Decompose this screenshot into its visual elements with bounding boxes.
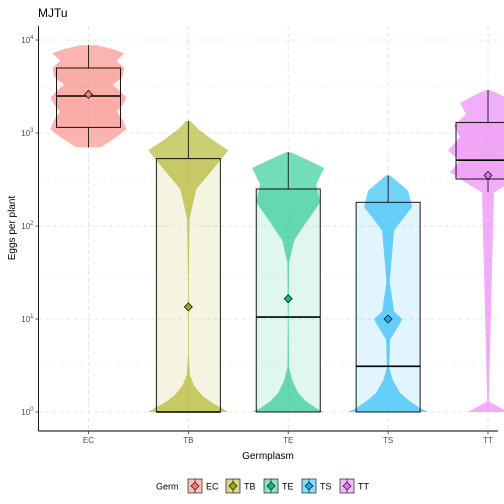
legend-title: Germ	[156, 482, 179, 492]
y-axis-title: Eggs per plant	[7, 196, 18, 261]
mean-point-ec	[83, 89, 93, 99]
x-ticks: EC TB TE TS TT	[83, 431, 493, 445]
legend: Germ EC TB TE TS TT	[156, 478, 369, 494]
x-tick-label-ts: TS	[383, 436, 393, 445]
legend-label-tb: TB	[244, 482, 256, 492]
y-tick-label: 104	[21, 35, 34, 45]
violins	[50, 45, 504, 413]
mean-point-ts	[383, 314, 393, 324]
x-tick-label-tt: TT	[483, 436, 493, 445]
mean-point-tt	[483, 170, 493, 180]
x-tick-label-te: TE	[283, 436, 293, 445]
y-tick-label: 102	[21, 221, 34, 231]
legend-label-tt: TT	[358, 482, 369, 492]
legend-label-te: TE	[282, 482, 294, 492]
legend-key-diamond	[342, 481, 352, 491]
x-tick-label-ec: EC	[83, 436, 94, 445]
y-tick-label: 101	[21, 314, 34, 324]
mean-point-te	[283, 294, 293, 304]
means	[83, 89, 493, 324]
violin-ts	[348, 175, 429, 412]
y-tick-label: 103	[21, 128, 34, 138]
box-tt	[455, 121, 504, 180]
legend-key-diamond	[228, 481, 238, 491]
legend-label-ec: EC	[206, 482, 219, 492]
x-tick-label-tb: TB	[183, 436, 193, 445]
box-ts	[355, 201, 421, 413]
x-axis-title: Germplasm	[242, 451, 294, 462]
violin-tt	[448, 90, 504, 412]
legend-label-ts: TS	[320, 482, 332, 492]
box-tb	[155, 158, 221, 413]
legend-key-diamond	[190, 481, 200, 491]
legend-key-diamond	[266, 481, 276, 491]
mean-point-tb	[183, 302, 193, 312]
violin-te	[252, 152, 325, 413]
chart-title: MJTu	[38, 6, 68, 20]
y-ticks: 100 101 102 103 104	[21, 35, 39, 417]
y-tick-label: 100	[21, 407, 34, 417]
legend-key-diamond	[304, 481, 314, 491]
violin-tb	[148, 120, 229, 413]
